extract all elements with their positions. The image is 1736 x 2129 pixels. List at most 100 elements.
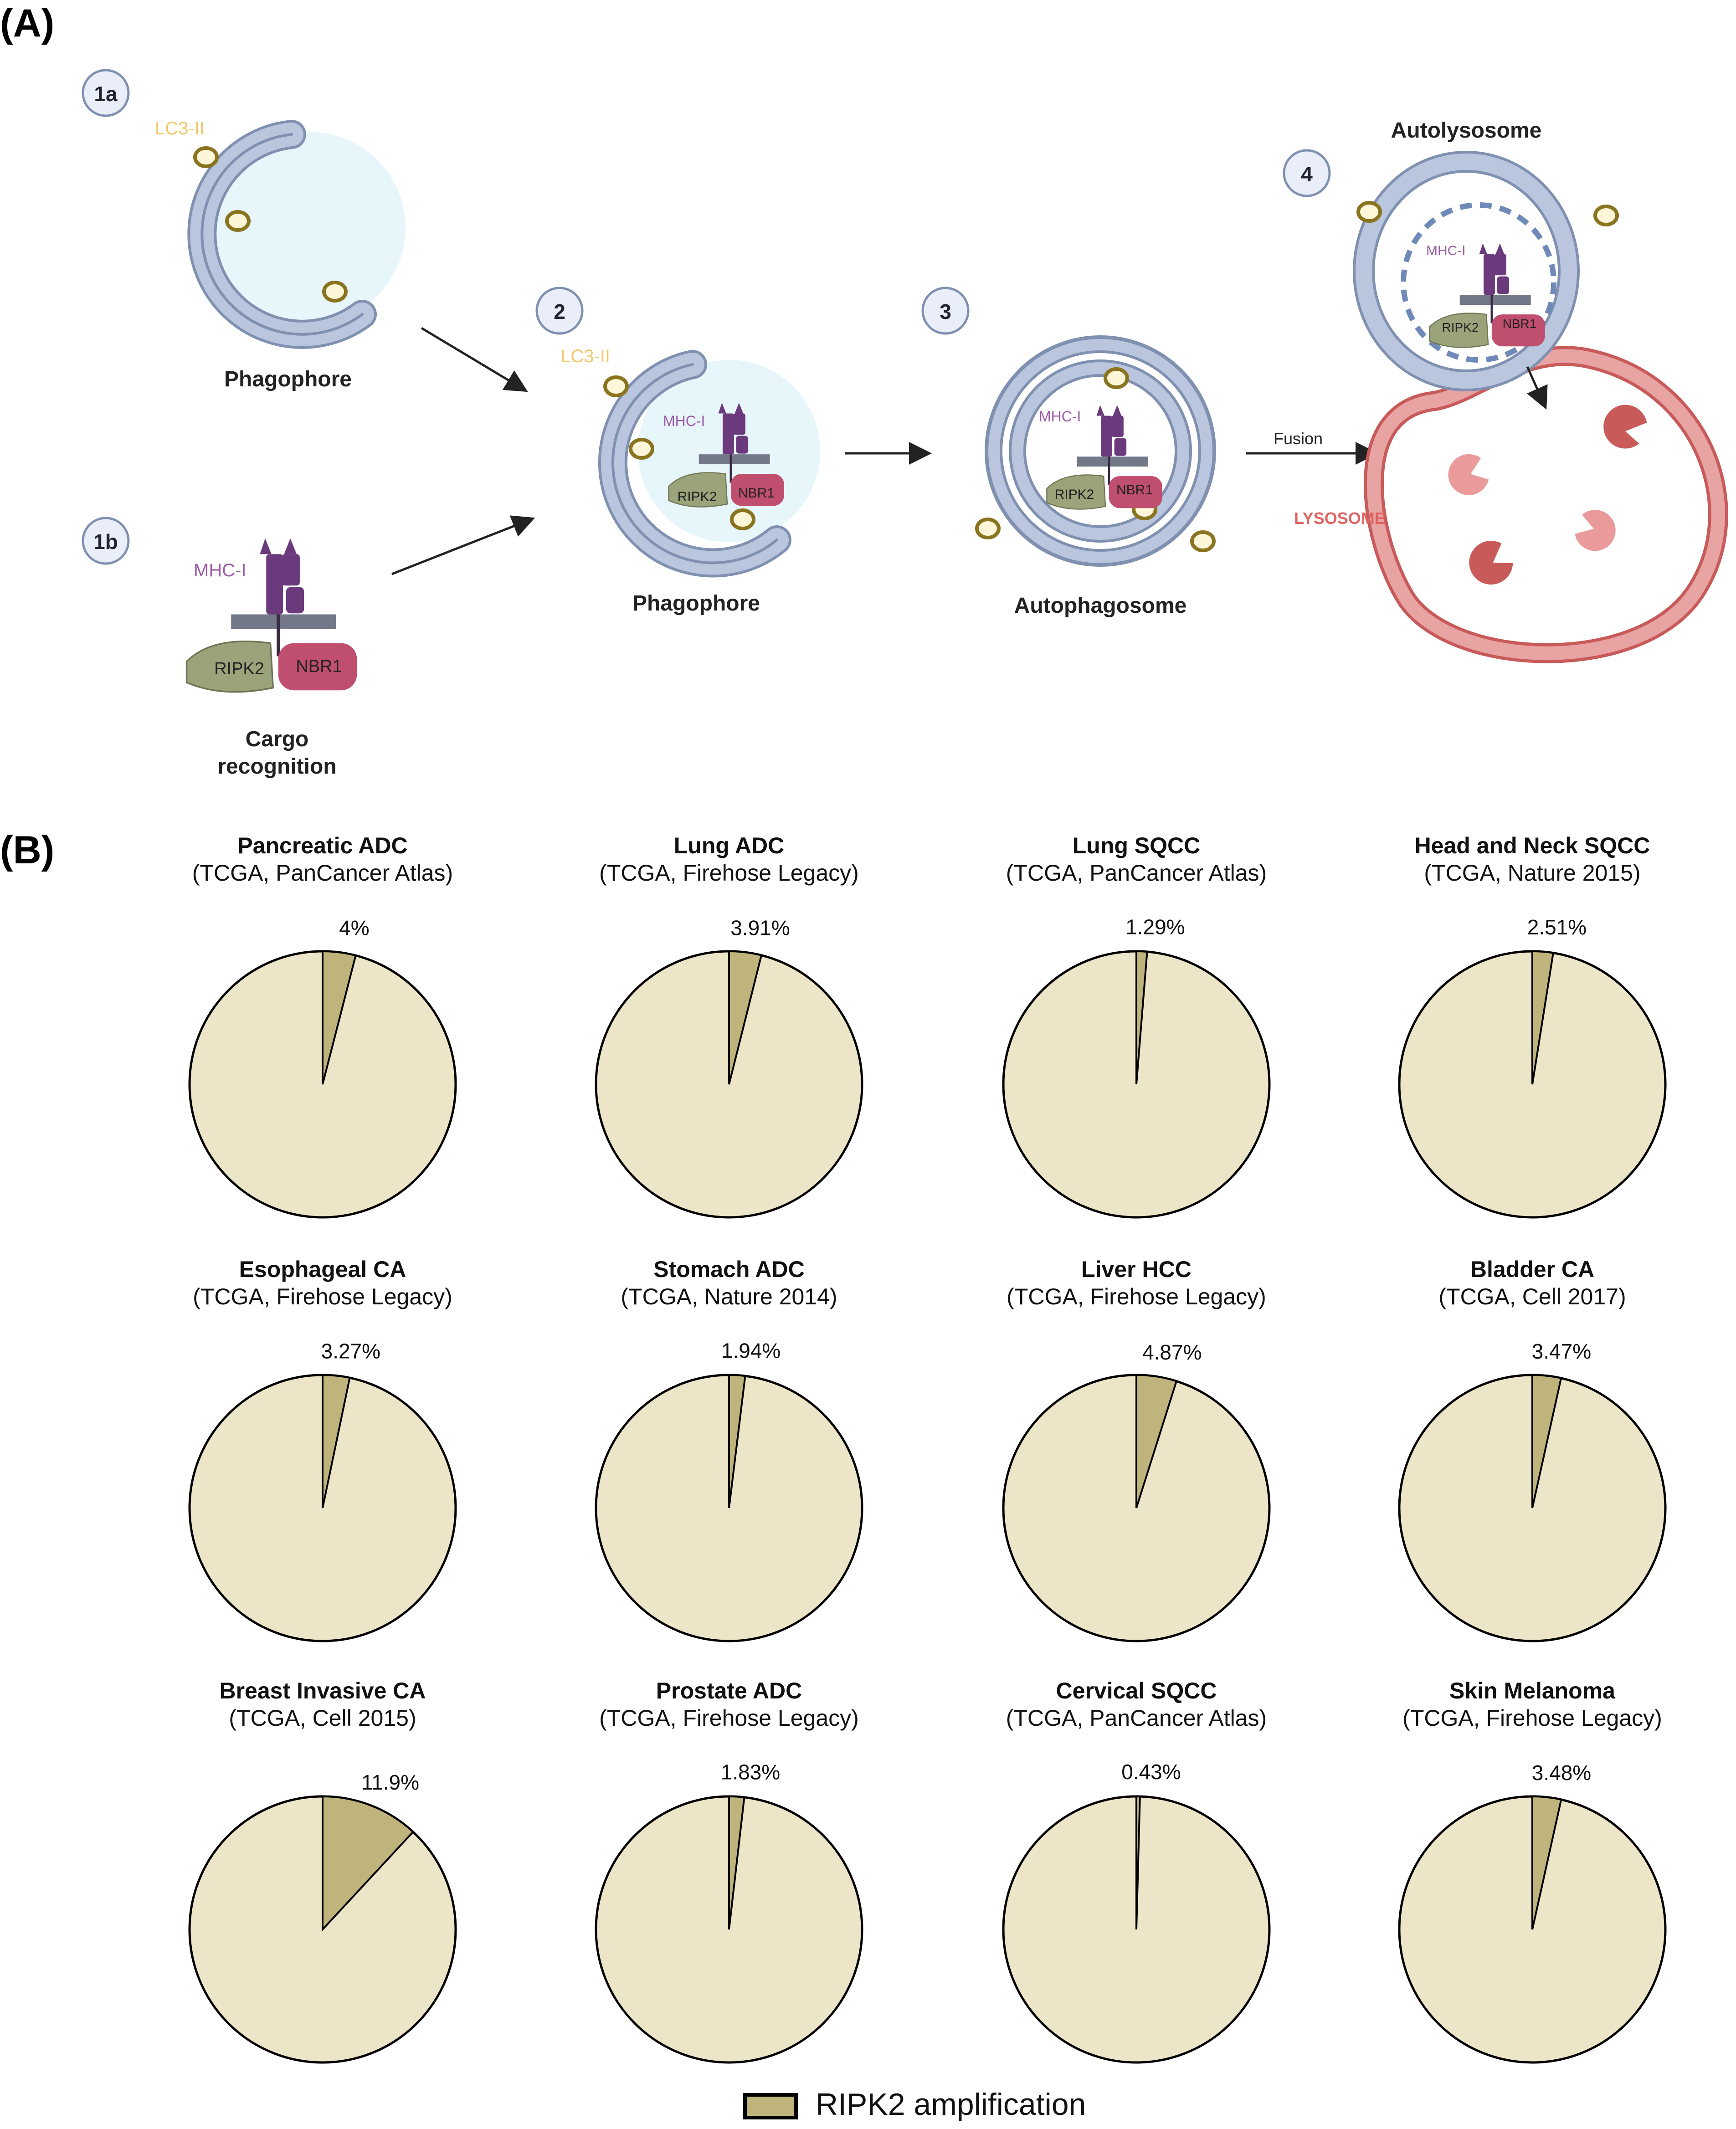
pie-subtitle: (TCGA, Firehose Legacy): [599, 860, 859, 886]
step-4-number: 4: [1301, 162, 1313, 186]
pie-title: Stomach ADC: [653, 1257, 805, 1282]
legend-swatch: [743, 2093, 798, 2119]
step-4: 4: [1283, 149, 1331, 197]
pie-chart: Liver HCC(TCGA, Firehose Legacy) 4.87%: [1002, 1257, 1271, 1642]
pie-chart: Head and Neck SQCC(TCGA, Nature 2015) 2.5…: [1398, 833, 1667, 1219]
pie-chart: Esophageal CA(TCGA, Firehose Legacy) 3.27…: [188, 1257, 457, 1642]
lc3-particle: [1192, 532, 1214, 550]
arrow-degradation: [1526, 366, 1548, 410]
pie-data-label: 4%: [339, 916, 369, 940]
pie-title: Cervical SQCC: [1056, 1678, 1217, 1703]
pie-title: Lung ADC: [674, 833, 785, 858]
lc3-particle: [195, 148, 217, 166]
pie-data-label: 2.51%: [1527, 915, 1587, 939]
pie-amplification-slice: [728, 1795, 745, 1930]
phagophore-2-label: Phagophore: [632, 591, 760, 616]
pie-subtitle: (TCGA, PanCancer Atlas): [192, 860, 453, 886]
pie-amplification-slice: [728, 1374, 746, 1508]
pie-title: Skin Melanoma: [1449, 1678, 1616, 1703]
pie-subtitle: (TCGA, Firehose Legacy): [1007, 1284, 1266, 1309]
lysosome-label: LYSOSOME: [1294, 509, 1386, 528]
autolysosome-label: Autolysosome: [1391, 118, 1542, 143]
pie-data-label: 3.48%: [1532, 1761, 1591, 1785]
autophagosome: [985, 335, 1216, 567]
pie-data-label: 3.47%: [1532, 1339, 1591, 1363]
lc3-particle: [631, 440, 652, 458]
pie-title: Head and Neck SQCC: [1415, 833, 1650, 858]
pie-subtitle: (TCGA, Nature 2015): [1424, 860, 1640, 886]
step-1b-number: 1b: [93, 530, 118, 554]
lc3-particle: [732, 510, 754, 528]
phagophore-1a-label: Phagophore: [224, 367, 352, 391]
pie-chart: Cervical SQCC(TCGA, PanCancer Atlas) 0.43…: [1002, 1678, 1271, 2064]
pie-data-label: 3.91%: [730, 916, 790, 939]
lc3-particle: [227, 212, 249, 230]
step-3-number: 3: [940, 300, 951, 323]
lc3-particle: [1595, 206, 1617, 225]
cargo-label-line1: Cargo: [246, 727, 309, 751]
mhc-label-1b: MHC-I: [194, 560, 247, 580]
pie-amplification-slice: [322, 1374, 351, 1508]
pie-subtitle: (TCGA, Cell 2015): [229, 1705, 416, 1731]
pie-title: Prostate ADC: [656, 1678, 802, 1703]
lc3-label-2: LC3-II: [560, 346, 610, 366]
step-3: 3: [921, 287, 970, 335]
step-1a-number: 1a: [94, 82, 118, 106]
lysosomal-enzyme-icon: [1575, 510, 1616, 551]
pie-title: Breast Invasive CA: [219, 1678, 426, 1703]
pie-subtitle: (TCGA, PanCancer Atlas): [1006, 860, 1267, 886]
pie-data-label: 1.29%: [1125, 915, 1185, 939]
pie-subtitle: (TCGA, Firehose Legacy): [193, 1284, 452, 1309]
legend: RIPK2 amplification: [743, 2087, 1086, 2122]
step-1b: 1b: [82, 517, 130, 565]
pie-title: Esophageal CA: [239, 1257, 406, 1282]
pie-amplification-slice: [1531, 950, 1555, 1085]
pie-title: Lung SQCC: [1073, 833, 1201, 858]
pie-subtitle: (TCGA, Firehose Legacy): [1402, 1705, 1662, 1731]
mhc-label-4: MHC-I: [1426, 243, 1466, 258]
pie-chart: Lung SQCC(TCGA, PanCancer Atlas) 1.29%: [1002, 833, 1271, 1219]
pie-chart: Bladder CA(TCGA, Cell 2017) 3.47%: [1398, 1257, 1667, 1642]
panel-b-label: (B): [0, 828, 54, 872]
lysosomal-enzyme-icon: [1603, 405, 1647, 449]
pie-chart: Stomach ADC(TCGA, Nature 2014) 1.94%: [595, 1257, 863, 1642]
pie-chart: Lung ADC(TCGA, Firehose Legacy) 3.91%: [595, 833, 863, 1219]
nbr1-label-1b: NBR1: [296, 657, 342, 676]
pie-data-label: 11.9%: [361, 1770, 419, 1794]
pie-data-label: 4.87%: [1142, 1340, 1202, 1364]
pie-title: Bladder CA: [1470, 1257, 1594, 1282]
autophagosome-label: Autophagosome: [1014, 594, 1187, 618]
pie-data-label: 0.43%: [1121, 1760, 1181, 1784]
pie-title: Pancreatic ADC: [237, 833, 407, 858]
inner-degrading-membrane: [1401, 202, 1556, 363]
lc3-particle: [605, 377, 627, 395]
pie-amplification-slice: [1135, 1374, 1178, 1508]
pie-amplification-slice: [728, 950, 763, 1085]
arrow-1b-to-2: [391, 515, 535, 575]
ripk2-label-1b: RIPK2: [214, 659, 264, 678]
lc3-particle: [1105, 369, 1127, 387]
pie-amplification-slice: [322, 950, 357, 1085]
pie-amplification-slice: [1135, 1795, 1141, 1930]
pie-grid: Pancreatic ADC(TCGA, PanCancer Atlas)4%L…: [188, 833, 1667, 2064]
arrow-1a-to-2: [421, 327, 528, 392]
step-1a: 1a: [82, 69, 130, 117]
pie-chart: Prostate ADC(TCGA, Firehose Legacy) 1.83%: [595, 1678, 863, 2064]
phagophore-1a-glow: [214, 132, 406, 323]
lysosomal-enzyme-icon: [1448, 454, 1489, 495]
pie-chart: Breast Invasive CA(TCGA, Cell 2015) 11.9%: [188, 1678, 457, 2064]
fusion-label: Fusion: [1274, 429, 1323, 448]
ripk2-label-2: RIPK2: [678, 489, 717, 504]
pie-subtitle: (TCGA, PanCancer Atlas): [1006, 1705, 1267, 1731]
mhc-label-2: MHC-I: [663, 413, 705, 429]
pie-data-label: 1.94%: [721, 1339, 781, 1363]
pie-data-label: 1.83%: [721, 1760, 780, 1784]
step-2-number: 2: [554, 300, 565, 323]
pie-subtitle: (TCGA, Cell 2017): [1438, 1284, 1626, 1309]
pie-amplification-slice: [1531, 1374, 1562, 1508]
lc3-particle: [324, 282, 346, 301]
pie-chart: Skin Melanoma(TCGA, Firehose Legacy) 3.48…: [1398, 1678, 1667, 2064]
lc3-particle: [1358, 203, 1380, 221]
legend-label: RIPK2 amplification: [816, 2087, 1086, 2122]
